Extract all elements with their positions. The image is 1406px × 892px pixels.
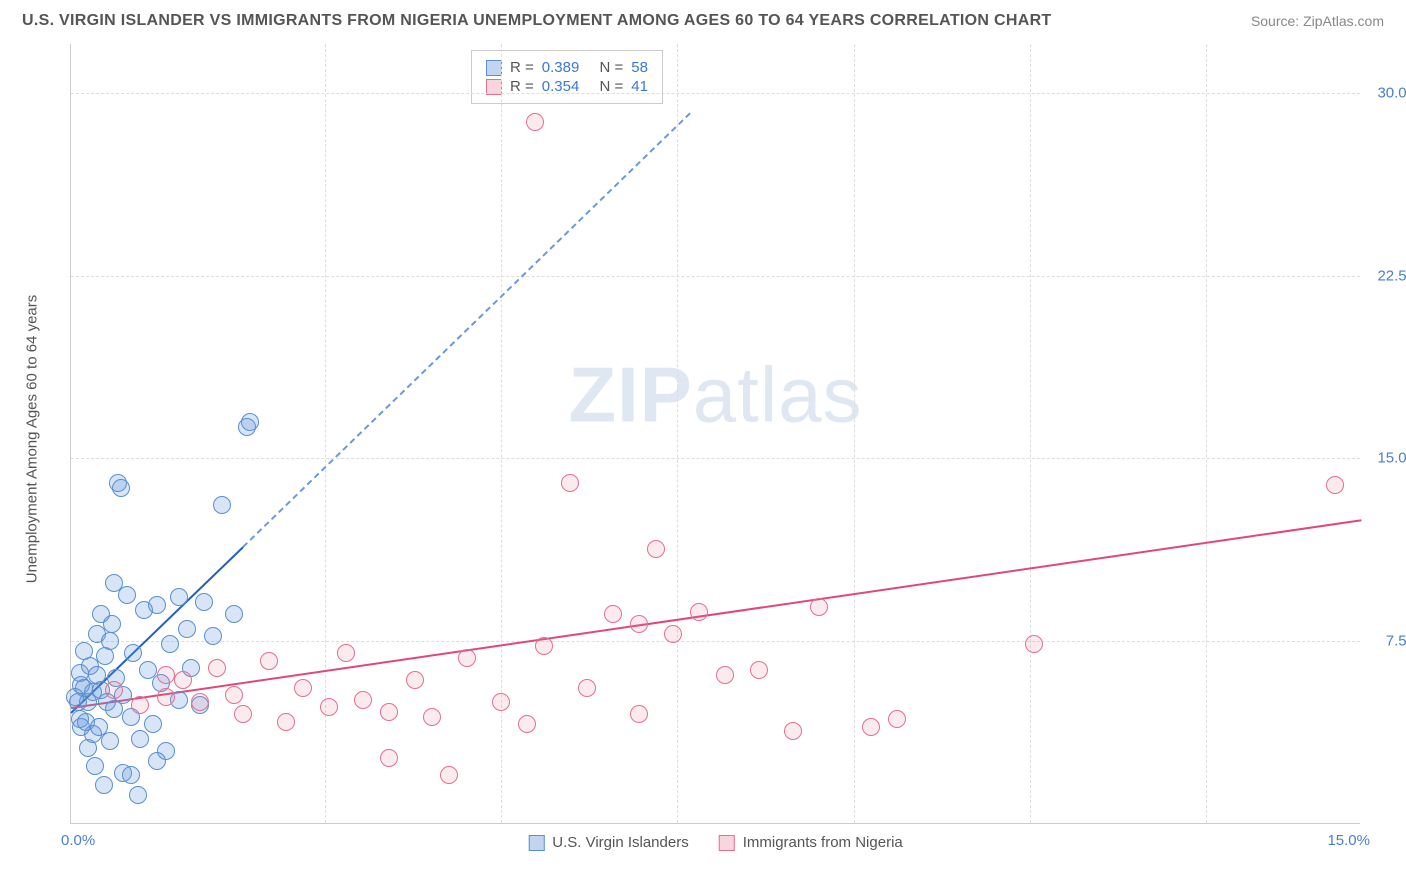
watermark: ZIPatlas <box>568 349 862 440</box>
data-point <box>195 593 213 611</box>
data-point <box>561 474 579 492</box>
data-point <box>122 766 140 784</box>
gridline-v <box>854 44 855 823</box>
legend-item-pink: Immigrants from Nigeria <box>719 834 903 851</box>
chart-area: Unemployment Among Ages 60 to 64 years Z… <box>50 44 1380 834</box>
gridline-v <box>1206 44 1207 823</box>
data-point <box>95 776 113 794</box>
data-point <box>604 605 622 623</box>
data-point <box>129 786 147 804</box>
data-point <box>103 615 121 633</box>
y-tick-label: 15.0% <box>1365 450 1406 467</box>
y-tick-label: 7.5% <box>1365 633 1406 650</box>
data-point <box>234 705 252 723</box>
data-point <box>277 713 295 731</box>
data-point <box>144 715 162 733</box>
gridline-h <box>71 93 1360 94</box>
data-point <box>690 603 708 621</box>
source-label: Source: ZipAtlas.com <box>1251 13 1384 29</box>
regression-line <box>242 113 691 548</box>
data-point <box>260 652 278 670</box>
data-point <box>750 661 768 679</box>
data-point <box>578 679 596 697</box>
data-point <box>157 666 175 684</box>
data-point <box>862 718 880 736</box>
data-point <box>458 649 476 667</box>
data-point <box>1326 476 1344 494</box>
data-point <box>1025 635 1043 653</box>
data-point <box>170 588 188 606</box>
data-point <box>784 722 802 740</box>
data-point <box>101 632 119 650</box>
y-axis-label: Unemployment Among Ages 60 to 64 years <box>24 295 41 584</box>
legend: U.S. Virgin Islanders Immigrants from Ni… <box>528 834 903 851</box>
data-point <box>174 671 192 689</box>
gridline-v <box>677 44 678 823</box>
swatch-blue <box>486 60 502 76</box>
data-point <box>518 715 536 733</box>
data-point <box>191 693 209 711</box>
gridline-h <box>71 276 1360 277</box>
stats-row-blue: R = 0.389 N = 58 <box>486 59 648 76</box>
gridline-v <box>1030 44 1031 823</box>
data-point <box>337 644 355 662</box>
data-point <box>208 659 226 677</box>
data-point <box>118 586 136 604</box>
header: U.S. VIRGIN ISLANDER VS IMMIGRANTS FROM … <box>0 0 1406 38</box>
y-tick-label: 30.0% <box>1365 84 1406 101</box>
data-point <box>148 752 166 770</box>
data-point <box>124 644 142 662</box>
data-point <box>526 113 544 131</box>
chart-title: U.S. VIRGIN ISLANDER VS IMMIGRANTS FROM … <box>22 12 1052 30</box>
data-point <box>178 620 196 638</box>
swatch-blue-icon <box>528 835 544 851</box>
data-point <box>161 635 179 653</box>
data-point <box>630 615 648 633</box>
data-point <box>131 696 149 714</box>
data-point <box>647 540 665 558</box>
data-point <box>535 637 553 655</box>
x-tick-max: 15.0% <box>1327 832 1370 849</box>
data-point <box>101 732 119 750</box>
data-point <box>354 691 372 709</box>
data-point <box>131 730 149 748</box>
data-point <box>492 693 510 711</box>
data-point <box>112 479 130 497</box>
y-tick-label: 22.5% <box>1365 267 1406 284</box>
x-tick-min: 0.0% <box>61 832 95 849</box>
data-point <box>440 766 458 784</box>
data-point <box>241 413 259 431</box>
data-point <box>406 671 424 689</box>
data-point <box>225 605 243 623</box>
data-point <box>320 698 338 716</box>
data-point <box>225 686 243 704</box>
swatch-pink-icon <box>719 835 735 851</box>
data-point <box>810 598 828 616</box>
plot-area: ZIPatlas R = 0.389 N = 58 R = 0.354 N = … <box>70 44 1360 824</box>
regression-line <box>71 519 1361 709</box>
data-point <box>294 679 312 697</box>
data-point <box>213 496 231 514</box>
data-point <box>423 708 441 726</box>
data-point <box>105 681 123 699</box>
stats-box: R = 0.389 N = 58 R = 0.354 N = 41 <box>471 50 663 104</box>
gridline-h <box>71 458 1360 459</box>
data-point <box>204 627 222 645</box>
data-point <box>157 688 175 706</box>
data-point <box>380 749 398 767</box>
data-point <box>86 757 104 775</box>
data-point <box>716 666 734 684</box>
data-point <box>888 710 906 728</box>
gridline-h <box>71 641 1360 642</box>
data-point <box>380 703 398 721</box>
data-point <box>664 625 682 643</box>
legend-item-blue: U.S. Virgin Islanders <box>528 834 688 851</box>
data-point <box>630 705 648 723</box>
data-point <box>148 596 166 614</box>
